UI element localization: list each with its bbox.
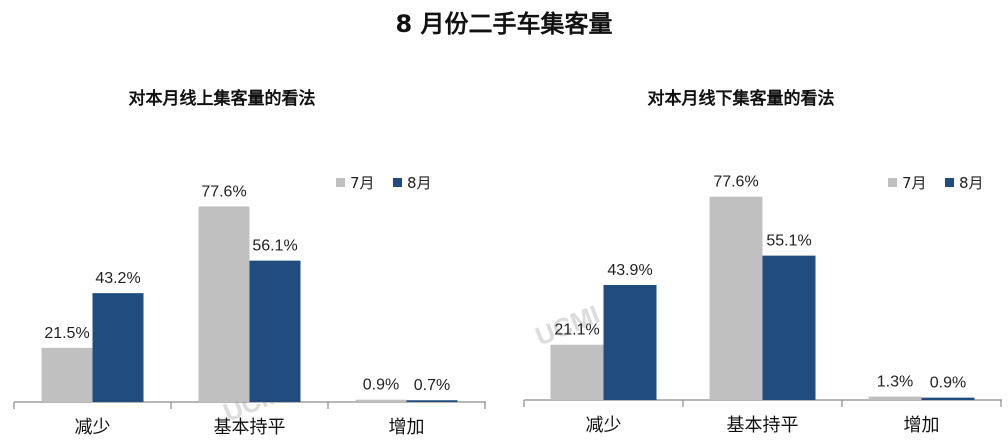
bar-august-0 bbox=[92, 293, 144, 402]
bar-august-1 bbox=[762, 255, 816, 400]
data-label-july-0: 21.1% bbox=[554, 322, 599, 339]
bar-august-2 bbox=[406, 400, 458, 402]
bar-july-0 bbox=[41, 347, 93, 402]
x-tick-label-2: 增加 bbox=[389, 417, 425, 438]
chart-online: UCMI对本月线上集客量的看法21.5%43.2%减少77.6%56.1%基本持… bbox=[0, 78, 495, 442]
page-title: 8 月份二手车集客量 bbox=[395, 10, 613, 38]
legend-swatch-july bbox=[888, 178, 897, 187]
data-label-july-2: 0.9% bbox=[363, 377, 399, 394]
x-tick-label-0: 减少 bbox=[75, 417, 111, 438]
data-label-july-2: 1.3% bbox=[877, 374, 913, 391]
bar-august-0 bbox=[603, 284, 657, 400]
bar-july-2 bbox=[868, 396, 922, 400]
legend-label-august: 8月 bbox=[959, 174, 984, 192]
chart-offline-svg: UCMI对本月线下集客量的看法21.1%43.9%减少77.6%55.1%基本持… bbox=[523, 88, 1002, 436]
x-tick-label-1: 基本持平 bbox=[727, 415, 799, 436]
data-label-august-1: 55.1% bbox=[766, 233, 811, 250]
chart-online-svg: UCMI对本月线上集客量的看法21.5%43.2%减少77.6%56.1%基本持… bbox=[13, 88, 486, 438]
data-label-august-2: 0.9% bbox=[930, 375, 966, 392]
legend-swatch-august bbox=[393, 178, 402, 187]
data-label-july-1: 77.6% bbox=[713, 174, 758, 191]
data-label-august-0: 43.9% bbox=[607, 262, 652, 279]
chart-title: 对本月线上集客量的看法 bbox=[129, 88, 316, 109]
legend-label-july: 7月 bbox=[350, 174, 375, 192]
legend-swatch-july bbox=[336, 178, 345, 187]
bar-july-2 bbox=[355, 399, 407, 402]
x-tick-label-2: 增加 bbox=[904, 415, 940, 436]
x-tick-label-0: 减少 bbox=[586, 415, 622, 436]
data-label-august-2: 0.7% bbox=[414, 377, 450, 394]
x-tick-label-1: 基本持平 bbox=[214, 417, 286, 438]
data-label-august-1: 56.1% bbox=[252, 238, 297, 255]
chart-offline: UCMI 对本月线下集客量的看法 21.1% 43.9% 减少 77.6% 55.1% 基本持… bbox=[510, 78, 1008, 442]
legend-swatch-august bbox=[945, 178, 954, 187]
legend-label-july: 7月 bbox=[902, 174, 927, 192]
data-label-july-0: 21.5% bbox=[44, 325, 89, 342]
data-label-august-0: 43.2% bbox=[95, 270, 140, 287]
bar-july-1 bbox=[709, 196, 763, 400]
bar-august-2 bbox=[921, 397, 975, 400]
legend-label-august: 8月 bbox=[407, 174, 432, 192]
bar-july-0 bbox=[550, 344, 604, 400]
bar-august-1 bbox=[249, 260, 301, 402]
bar-july-1 bbox=[198, 206, 250, 402]
chart-title: 对本月线下集客量的看法 bbox=[648, 88, 835, 109]
data-label-july-1: 77.6% bbox=[201, 183, 246, 200]
